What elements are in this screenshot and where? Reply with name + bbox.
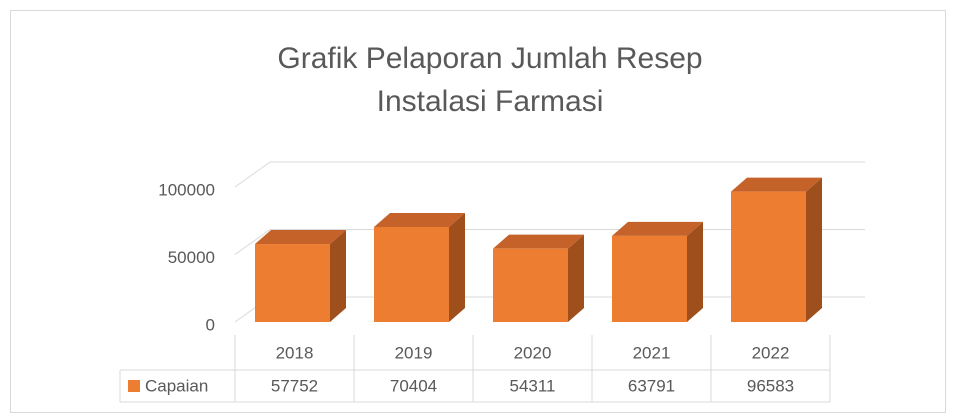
x-tick-label: 2020 <box>514 343 552 362</box>
bar <box>255 244 330 322</box>
bar <box>374 226 449 322</box>
bar-top <box>255 230 346 245</box>
bar-top <box>731 177 822 192</box>
x-tick-label: 2021 <box>633 343 671 362</box>
chart-title: Grafik Pelaporan Jumlah Resep <box>277 42 702 75</box>
y-tick-label: 0 <box>206 315 215 334</box>
bar-side <box>330 230 346 322</box>
table-value: 54311 <box>509 376 555 395</box>
x-tick-label: 2022 <box>752 343 790 362</box>
x-tick-label: 2018 <box>276 343 314 362</box>
bar-side <box>568 234 584 322</box>
legend-swatch <box>128 380 140 392</box>
bar-top <box>374 212 465 227</box>
bar <box>493 248 568 322</box>
y-tick-label: 100000 <box>158 180 215 199</box>
bar-side <box>806 177 822 322</box>
legend-label: Capaian <box>145 376 208 395</box>
table-value: 57752 <box>271 376 318 395</box>
bar <box>612 235 687 322</box>
table-value: 96583 <box>747 376 794 395</box>
chart-title: Instalasi Farmasi <box>377 85 604 118</box>
grid-line <box>234 161 271 188</box>
y-tick-label: 50000 <box>168 248 215 267</box>
bar-side <box>449 212 465 322</box>
grid-line <box>234 229 271 255</box>
x-tick-label: 2019 <box>395 343 433 362</box>
bar-top <box>493 234 584 249</box>
table-value: 70404 <box>390 376 437 395</box>
bar-top <box>612 221 703 236</box>
bar-side <box>687 221 703 322</box>
bar <box>731 191 806 322</box>
table-value: 63791 <box>628 376 675 395</box>
